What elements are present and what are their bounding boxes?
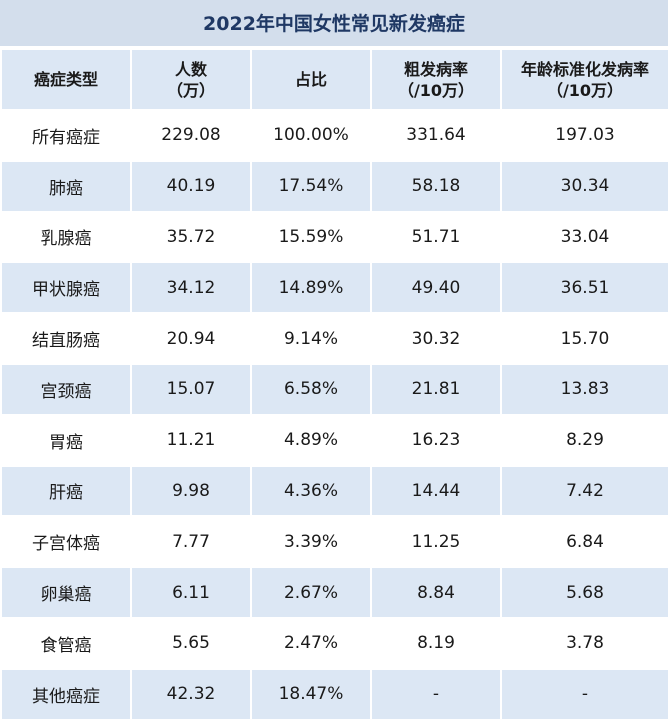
cell: 2.47% (250, 616, 372, 670)
cell: 100.00% (250, 109, 372, 162)
cell: 14.89% (250, 261, 372, 315)
cell: 2.67% (250, 566, 372, 619)
table-row: 子宫体癌 7.77 3.39% 11.25 6.84 (0, 515, 668, 569)
cell: 16.23 (370, 413, 502, 467)
cell: 30.32 (370, 312, 502, 365)
cell: - (370, 667, 502, 721)
cell: 8.29 (500, 413, 668, 467)
cell: 331.64 (370, 109, 502, 162)
cell: 9.98 (130, 464, 252, 518)
row-label: 甲状腺癌 (0, 261, 132, 315)
cell: 11.25 (370, 515, 502, 569)
table-row: 乳腺癌 35.72 15.59% 51.71 33.04 (0, 210, 668, 264)
cell: 7.42 (500, 464, 668, 518)
cell: 18.47% (250, 667, 372, 721)
table-row: 肺癌 40.19 17.54% 58.18 30.34 (0, 159, 668, 213)
header-cell: 占比 (250, 48, 372, 111)
cell: 30.34 (500, 159, 668, 213)
row-label: 所有癌症 (0, 109, 132, 162)
cell: 20.94 (130, 312, 252, 365)
cell: 58.18 (370, 159, 502, 213)
header-cell: 癌症类型 (0, 48, 132, 111)
cell: 3.39% (250, 515, 372, 569)
cell: 8.19 (370, 616, 502, 670)
row-label: 宫颈癌 (0, 362, 132, 416)
header-cell: 粗发病率 （/10万） (370, 48, 502, 111)
table-row: 甲状腺癌 34.12 14.89% 49.40 36.51 (0, 261, 668, 315)
table-title: 2022年中国女性常见新发癌症 (0, 0, 668, 48)
header-cell: 人数 （万） (130, 48, 252, 111)
cell: 13.83 (500, 362, 668, 416)
cell: 51.71 (370, 210, 502, 264)
cell: 14.44 (370, 464, 502, 518)
cell: 9.14% (250, 312, 372, 365)
table-row: 所有癌症 229.08 100.00% 331.64 197.03 (0, 109, 668, 162)
table-row: 食管癌 5.65 2.47% 8.19 3.78 (0, 616, 668, 670)
cell: 4.89% (250, 413, 372, 467)
cell: 15.07 (130, 362, 252, 416)
row-label: 肝癌 (0, 464, 132, 518)
row-label: 胃癌 (0, 413, 132, 467)
table-row: 肝癌 9.98 4.36% 14.44 7.42 (0, 464, 668, 518)
cell: 35.72 (130, 210, 252, 264)
table-row: 胃癌 11.21 4.89% 16.23 8.29 (0, 413, 668, 467)
cell: 15.70 (500, 312, 668, 365)
cell: 229.08 (130, 109, 252, 162)
cell: 5.65 (130, 616, 252, 670)
header-cell: 年龄标准化发病率 （/10万） (500, 48, 668, 111)
table-row: 宫颈癌 15.07 6.58% 21.81 13.83 (0, 362, 668, 416)
header-row: 癌症类型 人数 （万） 占比 粗发病率 （/10万） 年龄标准化发病率 （/10万） (0, 48, 668, 111)
row-label: 其他癌症 (0, 667, 132, 721)
cell: 42.32 (130, 667, 252, 721)
row-label: 卵巢癌 (0, 566, 132, 619)
cell: 11.21 (130, 413, 252, 467)
cell: 3.78 (500, 616, 668, 670)
cell: 15.59% (250, 210, 372, 264)
table-body: 所有癌症 229.08 100.00% 331.64 197.03 肺癌 40.19 17.5… (0, 109, 668, 721)
cell: 7.77 (130, 515, 252, 569)
cell: 6.84 (500, 515, 668, 569)
cell: 6.11 (130, 566, 252, 619)
cell: 34.12 (130, 261, 252, 315)
data-table: 癌症类型 人数 （万） 占比 粗发病率 （/10万） 年龄标准化发病率 （/10万） 所… (0, 48, 668, 721)
table-row: 结直肠癌 20.94 9.14% 30.32 15.70 (0, 312, 668, 365)
cell: 4.36% (250, 464, 372, 518)
cell: 6.58% (250, 362, 372, 416)
cell: 8.84 (370, 566, 502, 619)
cell: 5.68 (500, 566, 668, 619)
cell: - (500, 667, 668, 721)
cell: 40.19 (130, 159, 252, 213)
cell: 33.04 (500, 210, 668, 264)
table-row: 卵巢癌 6.11 2.67% 8.84 5.68 (0, 566, 668, 619)
cell: 197.03 (500, 109, 668, 162)
row-label: 乳腺癌 (0, 210, 132, 264)
row-label: 子宫体癌 (0, 515, 132, 569)
row-label: 肺癌 (0, 159, 132, 213)
row-label: 食管癌 (0, 616, 132, 670)
cell: 17.54% (250, 159, 372, 213)
cell: 36.51 (500, 261, 668, 315)
row-label: 结直肠癌 (0, 312, 132, 365)
cell: 21.81 (370, 362, 502, 416)
table-row: 其他癌症 42.32 18.47% - - (0, 667, 668, 721)
cell: 49.40 (370, 261, 502, 315)
